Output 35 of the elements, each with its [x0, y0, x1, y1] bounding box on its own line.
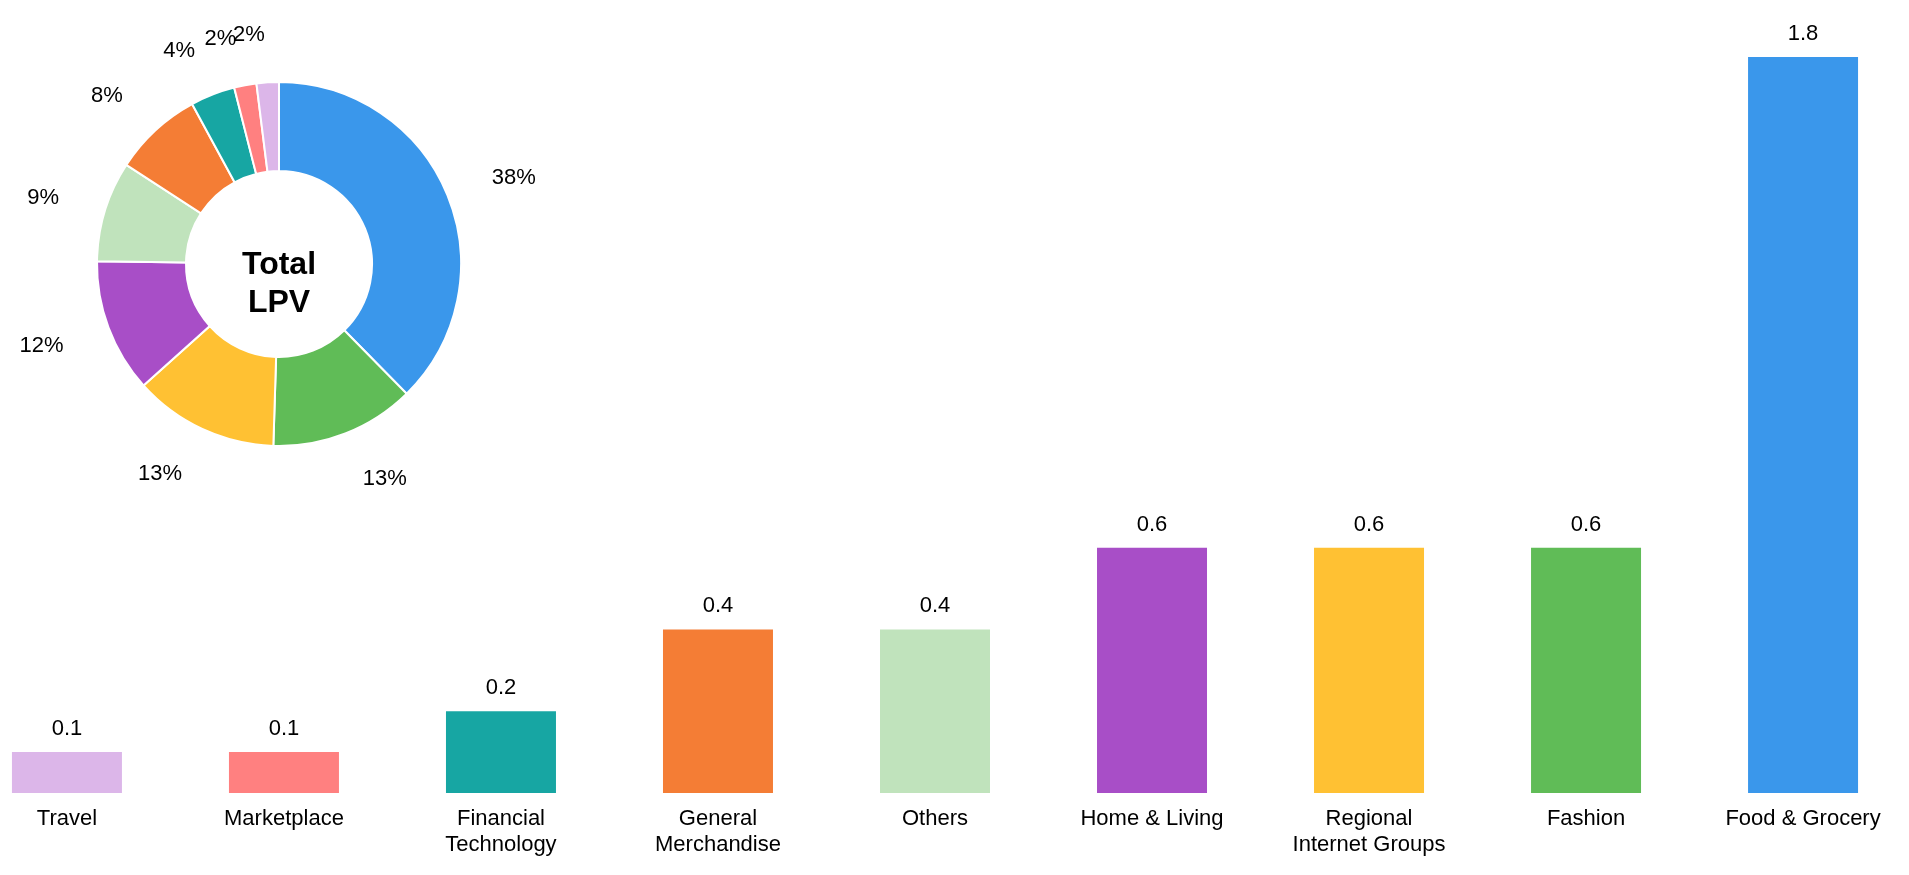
- bar: [662, 629, 773, 793]
- data-label: 0.2: [485, 674, 517, 700]
- data-label: 0.6: [1570, 510, 1602, 536]
- data-label: 38%: [491, 163, 536, 189]
- x-tick-label: Home & Living: [1080, 804, 1224, 830]
- bar: [1314, 547, 1425, 793]
- x-tick-label: Financial Technology: [445, 804, 557, 856]
- data-label: 4%: [163, 36, 196, 62]
- data-label: 9%: [27, 184, 59, 210]
- data-label: 0.1: [51, 715, 83, 741]
- bar: [1531, 547, 1642, 793]
- x-tick-label: Travel: [36, 804, 98, 830]
- bar: [880, 629, 990, 793]
- x-tick-label: General Merchandise: [655, 804, 781, 856]
- bar: [1097, 547, 1208, 793]
- data-label: 13%: [362, 465, 407, 491]
- data-label: 0.4: [702, 592, 734, 618]
- data-label: 0.6: [1353, 510, 1385, 536]
- data-label: 13%: [137, 459, 182, 485]
- x-tick-label: Fashion: [1546, 804, 1626, 830]
- data-label: 0.6: [1136, 510, 1168, 536]
- x-tick-label: Others: [901, 804, 969, 830]
- x-tick-label: Food & Grocery: [1725, 804, 1881, 830]
- bar: [228, 752, 339, 793]
- bar: [1748, 57, 1859, 793]
- data-label: 0.1: [268, 715, 300, 741]
- data-label: 1.8: [1787, 20, 1819, 45]
- x-tick-label: Regional Internet Groups: [1292, 804, 1446, 856]
- x-tick-label: Marketplace: [224, 804, 344, 830]
- data-label: 0.4: [919, 592, 951, 618]
- data-label: 12%: [19, 331, 64, 357]
- text: Total LPV: [241, 245, 317, 319]
- bar: [445, 711, 556, 793]
- bar: [11, 752, 122, 793]
- data-label: 8%: [91, 82, 123, 108]
